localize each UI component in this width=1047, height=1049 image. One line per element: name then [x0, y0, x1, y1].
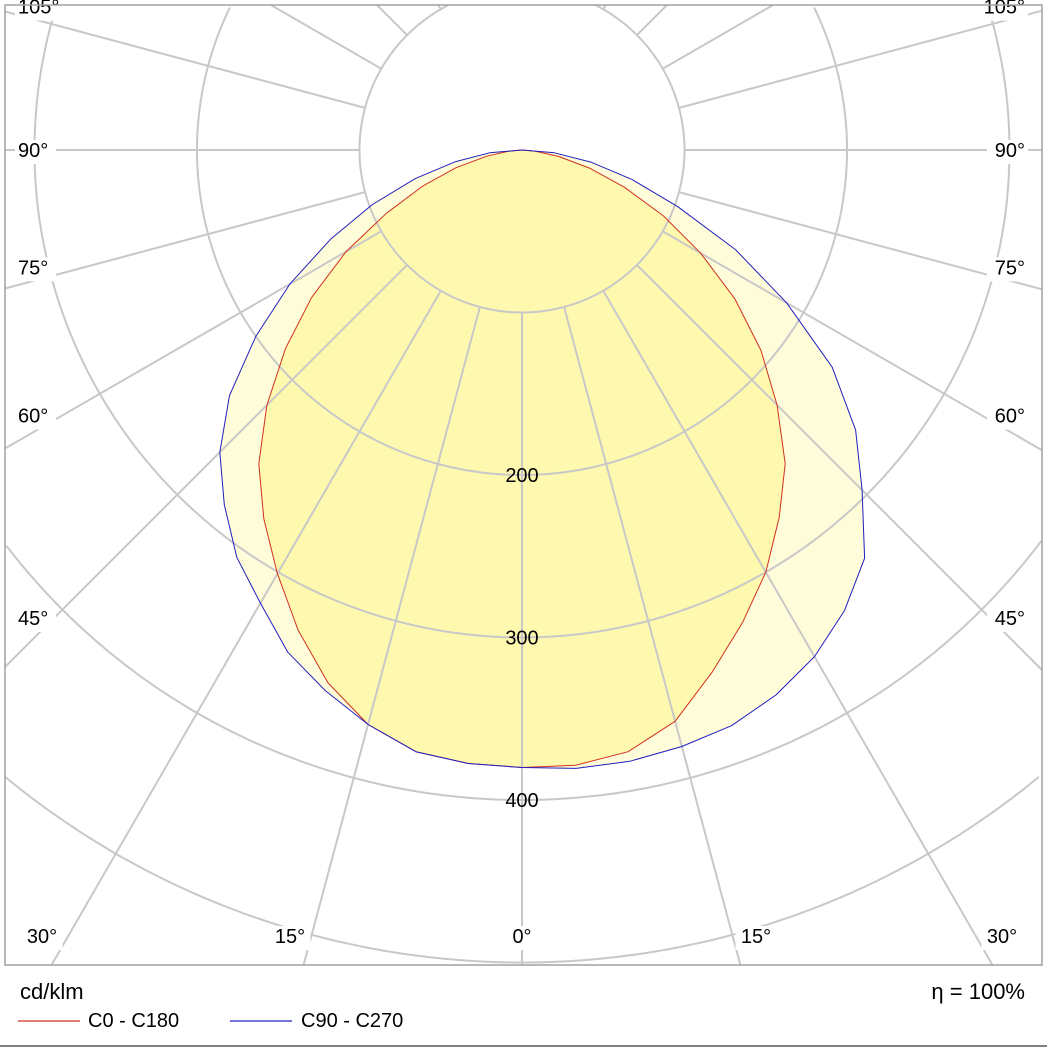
angle-label-bg [987, 140, 1028, 164]
angle-label-bottom: 15° [275, 926, 305, 948]
radial-tick-label: 300 [505, 628, 538, 650]
angle-label-bg [735, 926, 777, 950]
angle-label-bottom: 30° [27, 926, 57, 948]
grid-spoke [4, 264, 408, 668]
grid-spoke [4, 191, 366, 290]
angle-label-bottom: 15° [741, 926, 771, 948]
efficiency-label: η = 100% [931, 979, 1025, 1004]
angle-label-bg [15, 257, 56, 282]
plot-frame [4, 4, 1043, 966]
angle-label-bg [269, 926, 311, 950]
grid-spoke [563, 306, 742, 966]
angle-label-left: 45° [18, 608, 48, 630]
legend-c90-c270: C90 - C270 [301, 1010, 404, 1032]
angle-label-left: 60° [18, 406, 48, 428]
grid-spoke [4, 230, 382, 450]
angle-label-bottom: 0° [512, 926, 531, 948]
grid-spoke [678, 191, 1043, 291]
grid-circle-100 [358, 4, 522, 314]
grid-spoke [50, 290, 442, 966]
grid-circle-100 [522, 4, 686, 314]
grid-spoke [662, 4, 774, 70]
angle-label-bg [987, 608, 1028, 632]
angle-label-bg [987, 405, 1028, 430]
grid-circle-400 [5, 545, 522, 801]
grid-spoke [636, 264, 1043, 671]
angle-label-right: 60° [995, 406, 1025, 428]
angle-label-bg [15, 140, 56, 164]
grid-circle-200 [522, 7, 848, 476]
grid-circle-500 [522, 776, 1040, 964]
radial-tick-label: 200 [505, 465, 538, 487]
grid-circle-400 [522, 540, 1042, 801]
grid-spoke [302, 306, 481, 966]
angle-label-right: 105° [984, 0, 1025, 19]
unit-label: cd/klm [20, 979, 84, 1004]
angle-label-bg [987, 257, 1028, 282]
grid-spoke [636, 4, 668, 36]
angle-label-right: 75° [995, 257, 1025, 279]
grid-spoke [270, 4, 382, 70]
grid-spoke [602, 290, 994, 966]
angle-label-left: 75° [18, 257, 48, 279]
curve-c90-c270 [219, 149, 866, 769]
angle-label-bg [21, 926, 63, 950]
angle-label-bg [15, 608, 56, 632]
angle-label-bg [507, 926, 537, 950]
angle-label-right: 90° [995, 140, 1025, 162]
angle-label-bg [981, 926, 1023, 950]
angle-label-bottom: 30° [987, 926, 1017, 948]
grid-circle-500 [4, 776, 522, 964]
grid-circle-200 [196, 7, 522, 476]
grid-spoke [376, 4, 408, 36]
angle-label-left: 90° [18, 140, 48, 162]
radial-tick-label: 400 [505, 790, 538, 812]
angle-label-bg [15, 405, 56, 430]
legend-c0-c180: C0 - C180 [88, 1010, 180, 1032]
angle-label-right: 45° [995, 608, 1025, 630]
grid-spoke [678, 9, 1043, 109]
angle-label-left: 105° [18, 0, 59, 19]
grid-spoke [662, 230, 1043, 452]
grid-spoke [4, 10, 366, 109]
